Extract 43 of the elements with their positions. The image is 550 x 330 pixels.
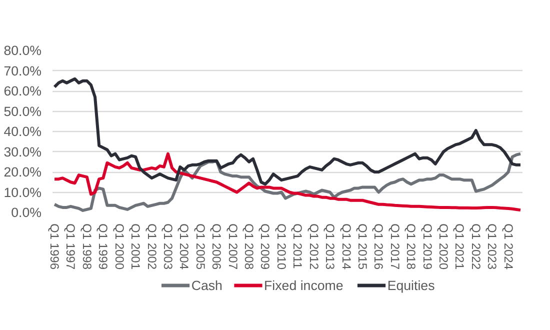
x-tick-label: Q1 2000 <box>112 224 126 270</box>
x-tick-label: Q1 2011 <box>290 224 305 269</box>
y-tick-label: 40.0% <box>4 124 42 139</box>
x-tick-label: Q1 2007 <box>226 224 240 270</box>
y-tick-label: 60.0% <box>4 84 42 98</box>
x-tick-label: Q1 2003 <box>160 224 175 270</box>
x-tick-label: Q1 2002 <box>144 224 159 270</box>
x-tick-label: Q1 2017 <box>388 224 402 270</box>
x-tick-label: Q1 2023 <box>485 224 500 270</box>
x-tick-label: Q1 2001 <box>128 224 143 270</box>
x-tick-label: Q1 2006 <box>210 224 224 270</box>
x-tick-label: Q1 2021 <box>452 224 467 270</box>
x-tick-label: Q1 2015 <box>355 224 370 270</box>
y-tick-label: 50.0% <box>4 104 42 119</box>
x-tick-label: Q1 2022 <box>468 224 483 270</box>
x-tick-label: Q1 2010 <box>274 224 288 270</box>
x-tick-label: Q1 2005 <box>193 224 208 270</box>
x-tick-label: Q1 2024 <box>501 224 516 270</box>
x-tick-label: Q1 1998 <box>80 224 94 270</box>
x-tick-label: Q1 1996 <box>48 224 62 270</box>
y-tick-label: 30.0% <box>4 144 42 160</box>
legend-label: Cash <box>191 278 222 293</box>
y-tick-label: 70.0% <box>4 63 42 78</box>
line-series <box>53 77 522 186</box>
x-tick-label: Q1 1997 <box>64 224 78 270</box>
x-tick-label: Q1 2019 <box>420 224 434 270</box>
x-tick-label: Q1 2004 <box>177 224 192 270</box>
x-tick-label: Q1 2008 <box>242 224 256 270</box>
y-tick-label: 0.0% <box>11 205 42 220</box>
line-series <box>53 152 522 212</box>
x-tick-label: Q1 2013 <box>323 224 338 270</box>
x-tick-label: Q1 2020 <box>436 224 450 270</box>
x-tick-label: Q1 2014 <box>339 224 354 270</box>
x-tick-label: Q1 2016 <box>372 224 386 270</box>
y-tick-label: 20.0% <box>4 164 42 180</box>
x-tick-label: Q1 2009 <box>258 224 272 270</box>
legend-label: Fixed income <box>264 278 344 293</box>
x-tick-label: Q1 1999 <box>96 224 110 270</box>
x-tick-label: Q1 2012 <box>306 224 321 270</box>
legend-label: Equities <box>387 278 436 293</box>
y-tick-label: 80.0% <box>4 43 42 58</box>
y-tick-label: 10.0% <box>4 184 42 200</box>
x-tick-label: Q1 2018 <box>404 224 418 270</box>
